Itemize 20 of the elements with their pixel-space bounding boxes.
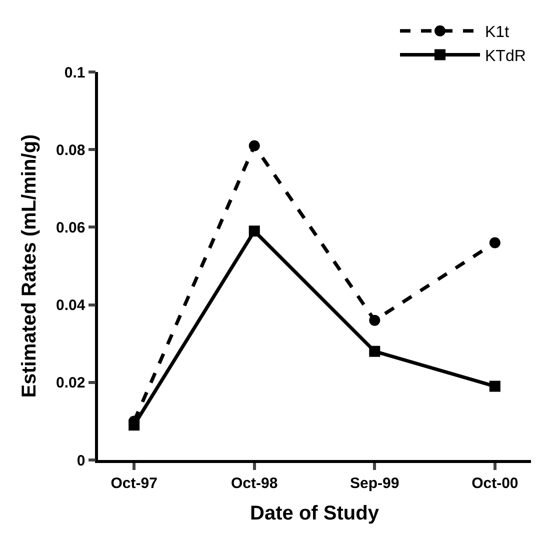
point bbox=[489, 237, 500, 248]
y-tick-label: 0.04 bbox=[56, 297, 86, 314]
y-tick-label: 0 bbox=[76, 452, 86, 470]
point bbox=[369, 346, 380, 357]
y-tick-label: 0.06 bbox=[56, 219, 86, 236]
legend-label: K1t bbox=[485, 24, 510, 42]
x-tick-label: Oct-97 bbox=[110, 474, 158, 492]
y-tick-label: 0.02 bbox=[56, 374, 86, 392]
y-tick-label: 0.1 bbox=[64, 64, 86, 82]
y-tick-label: 0.08 bbox=[56, 142, 86, 159]
x-tick-label: Oct-00 bbox=[472, 474, 518, 492]
x-tick-label: Oct-98 bbox=[231, 474, 278, 492]
point bbox=[248, 140, 260, 152]
point bbox=[369, 314, 380, 326]
legend-label: KTdR bbox=[485, 48, 526, 65]
point bbox=[248, 226, 260, 237]
x-tick-label: Sep-99 bbox=[350, 474, 400, 492]
y-axis-title: Estimated Rates (mL/min/g) bbox=[18, 134, 41, 398]
x-axis-title: Date of Study bbox=[250, 502, 380, 524]
point bbox=[489, 380, 500, 392]
